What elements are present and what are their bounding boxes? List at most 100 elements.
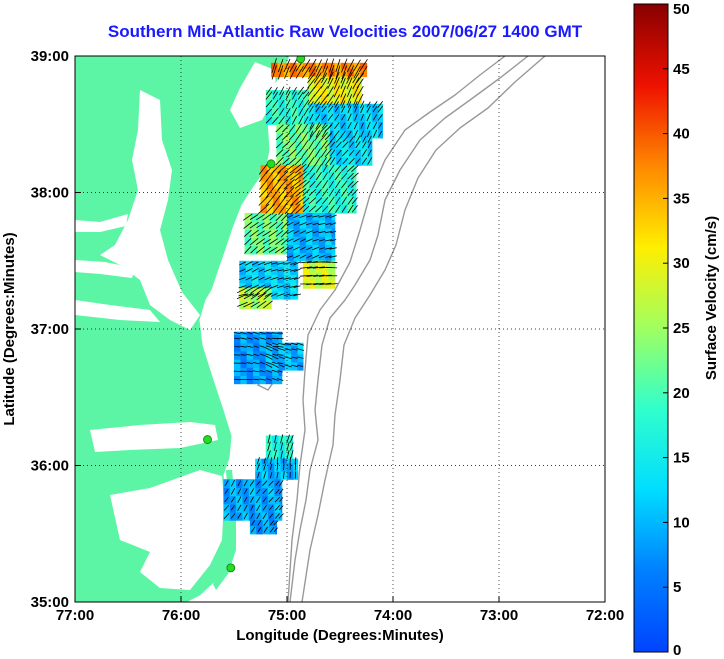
velocity-cell [270,245,277,255]
velocity-vector [306,254,313,259]
velocity-cell [261,458,269,464]
velocity-vector [341,196,348,205]
velocity-vector [265,342,273,346]
velocity-cell [342,148,350,158]
velocity-vector [302,172,310,180]
velocity-cell [309,196,317,206]
velocity-vector [270,269,278,272]
velocity-vector [300,246,306,251]
velocity-vector [272,345,279,348]
velocity-vector [268,221,278,229]
velocity-vector [328,196,335,205]
velocity-cell [279,165,287,173]
velocity-vector [325,283,338,285]
velocity-vector [298,99,304,108]
velocity-cell [282,229,288,239]
velocity-vector [264,292,272,297]
velocity-cell [273,196,281,206]
velocity-vector [308,58,317,73]
velocity-vector [321,188,329,197]
velocity-cell [341,196,349,206]
velocity-vector [249,237,259,246]
velocity-vector [278,479,284,487]
velocity-cell [264,282,272,292]
velocity-vector [276,463,279,471]
velocity-vector [267,441,271,452]
velocity-cell [261,503,269,513]
velocity-vector [366,105,371,113]
velocity-vector [313,77,323,89]
velocity-vector [362,135,367,143]
velocity-cell [333,95,341,105]
velocity-vector [302,66,311,79]
velocity-cell [341,172,349,181]
velocity-vector [280,434,284,444]
velocity-vector [255,238,266,246]
velocity-vector [280,221,289,230]
velocity-vector [240,337,248,340]
velocity-vector [274,442,277,451]
velocity-vector [250,505,254,511]
velocity-cell [251,221,258,230]
velocity-cell [270,229,277,239]
velocity-vector [333,85,340,98]
velocity-vector [256,480,261,486]
velocity-cell [266,172,274,181]
velocity-cell [242,503,250,513]
velocity-vector [243,496,248,503]
velocity-vector [312,254,320,259]
velocity-vector [243,480,248,487]
velocity-vector [239,261,246,266]
velocity-vector [266,337,272,340]
velocity-vector [289,293,298,297]
velocity-vector [329,222,337,226]
velocity-cell [258,274,266,284]
velocity-vector [281,132,291,141]
velocity-vector [223,504,230,511]
velocity-vector [278,108,285,116]
velocity-vector [277,370,283,373]
velocity-cell [260,204,268,214]
velocity-cell [291,435,293,443]
velocity-vector [293,230,300,234]
velocity-vector [347,105,352,113]
velocity-cell [308,76,316,80]
velocity-cell [255,479,263,488]
velocity-cell [291,91,299,101]
velocity-cell [289,148,297,158]
velocity-cell [292,165,300,173]
velocity-cell [258,292,266,301]
velocity-vector [340,72,346,84]
velocity-cell [264,260,272,267]
velocity-vector [262,488,268,494]
velocity-cell [252,288,259,293]
velocity-cell [248,479,256,488]
velocity-cell [252,260,259,267]
velocity-vector [290,442,294,451]
velocity-vector [341,188,348,197]
velocity-vector [295,149,303,157]
velocity-cell [272,116,280,125]
velocity-vector [243,504,248,511]
radar-stations [203,56,306,573]
velocity-vector [272,116,279,124]
velocity-cell [308,113,316,123]
velocity-vector [308,189,317,196]
velocity-cell [272,442,280,452]
velocity-vector [252,261,259,266]
velocity-vector [293,268,301,272]
y-tick-label: 36:00 [31,458,69,475]
velocity-vector [289,171,301,181]
velocity-cell [318,236,326,245]
colorbar-tick-label: 50 [673,1,690,18]
velocity-vector [335,65,341,80]
velocity-vector [333,77,340,90]
velocity-vector [328,164,335,173]
velocity-vector [356,72,365,83]
velocity-cell [263,229,271,239]
velocity-cell [278,91,286,101]
velocity-vector [321,122,327,129]
velocity-cell [327,124,330,134]
velocity-vector [355,141,361,149]
velocity-cell [242,511,250,521]
